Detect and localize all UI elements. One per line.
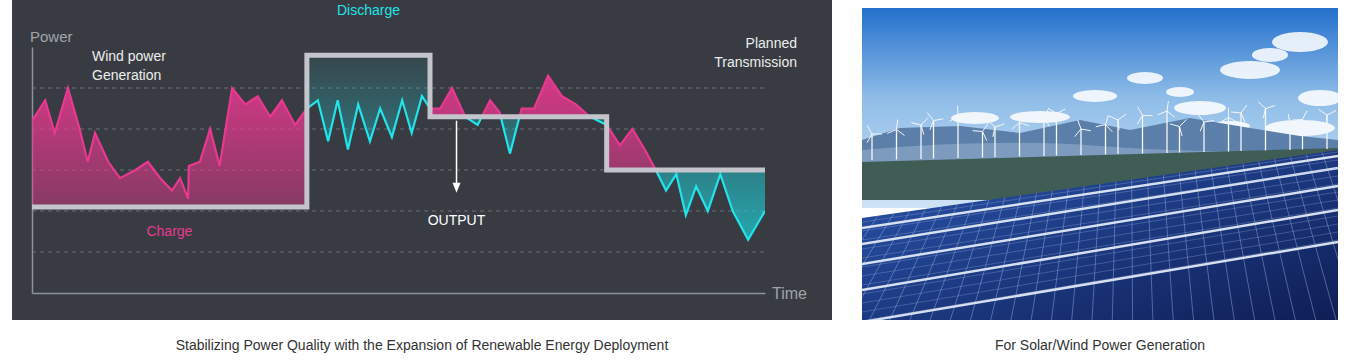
page: Wind powerGeneration PlannedTransmission P… [0,0,1350,361]
wind-turbine [1109,114,1126,154]
wind-turbine [1293,111,1308,150]
panel-cell-line [1306,155,1338,320]
wind-turbine [1319,109,1336,149]
grid-line [32,211,765,212]
panel-cell-line [862,216,878,320]
panel-row-gap [862,168,1338,244]
panel-cell-line [862,232,1338,312]
wind-turbine [950,106,967,158]
cloud [1010,111,1070,123]
cloud [1127,72,1163,84]
wind-turbine [1034,109,1050,156]
chart-title: Stabilizing Power Quality with the Expan… [176,337,669,353]
wind-turbine [867,125,882,160]
wind-turbine [1075,120,1091,155]
discharge-group [32,47,765,240]
wind-turbine [1158,101,1175,153]
panel-cell-line [862,160,1338,231]
wind-turbine [1170,119,1187,152]
wind-turbine [927,113,943,159]
wind-turbine [973,123,989,157]
x-axis-title: Time [772,285,807,302]
y-axis-title: Power [30,28,73,45]
wind-turbine [1198,114,1214,152]
grid-line [32,129,765,130]
panel-cell-line [862,208,1338,285]
series-label: Wind powerGeneration [92,48,166,83]
wind-turbine [988,120,1005,157]
panel-row-gap [862,156,1338,228]
annotation: Discharge [337,2,400,18]
panel-cell-line [1030,191,1053,320]
cloud [1272,32,1328,52]
panel-cell-line [1009,193,1037,320]
panel-row-gap [862,210,1338,290]
wind-turbine [1258,102,1275,151]
output-arrow [456,121,458,185]
wind-turbine [887,120,904,160]
wind-turbine [1096,115,1113,155]
panel-cell-line [1275,159,1319,320]
panel-cell-line [862,200,1338,276]
wind-turbine [1048,108,1065,155]
planned-line [32,55,765,207]
panel-cell-line [926,202,973,320]
panel-cell-line [1195,170,1215,320]
wind-turbine [1137,107,1152,154]
cloud [1174,101,1226,115]
panel-cell-line [862,224,1338,303]
panel-row-gap [862,242,1338,320]
annotation: OUTPUT [428,212,486,228]
cloud [1166,87,1194,97]
image-caption: For Solar/Wind Power Generation [995,337,1205,353]
panel-cell-line [862,216,1338,294]
annotation: Charge [146,223,192,239]
panel-cell-line [1243,164,1277,320]
wind-turbine [1220,108,1237,152]
panel-cell-line [988,195,1020,320]
photo [862,8,1338,320]
series-label: PlannedTransmission [714,35,797,70]
cloud [1252,48,1288,62]
panel-cell-line [862,184,1338,258]
panel-cell-line [1211,168,1236,320]
panel-cell-line [862,192,1338,267]
discharge-area [32,47,765,240]
grid-line [32,252,765,253]
solar-panels [862,150,1338,320]
wind-turbine [1012,113,1029,157]
panel-cell-line [1179,173,1194,320]
x-axis-line [33,293,766,295]
chart-panel [12,0,832,320]
x-axis [33,293,766,294]
wind-line-discharge [32,76,765,240]
wind-turbine [1231,105,1247,151]
plot-area [32,47,765,293]
panel-cell-line [862,240,1338,320]
output-arrowhead [453,183,461,193]
cloud [1298,90,1338,106]
wind-turbine [911,118,928,159]
cloud [1220,61,1280,79]
cloud [1073,90,1117,102]
